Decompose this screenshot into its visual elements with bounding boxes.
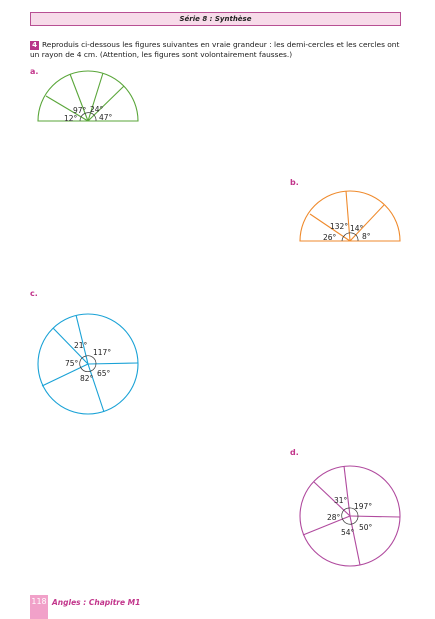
figure-b-angle-label: 132° <box>330 222 348 231</box>
figure-c-angle-label: 117° <box>93 348 111 357</box>
figure-a-arc <box>37 70 139 122</box>
figure-a-angle-label: 12° <box>64 114 78 123</box>
series-title: Série 8 : Synthèse <box>179 15 252 23</box>
figure-d-label: d. <box>290 448 299 457</box>
figure-c-angle-label: 82° <box>80 374 94 383</box>
exercise-text: Reproduis ci-dessous les figures suivant… <box>30 40 400 59</box>
figure-c-angle-label: 65° <box>97 369 111 378</box>
figure-a-label: a. <box>30 67 39 76</box>
figure-a-angle-label: 24° <box>90 105 104 114</box>
figure-b-label: b. <box>290 178 299 187</box>
series-header: Série 8 : Synthèse <box>30 12 401 26</box>
figure-c-circle-outline <box>37 313 139 415</box>
figure-c-ray <box>87 363 105 413</box>
figure-a-angle-label: 47° <box>99 113 113 122</box>
figure-d-angle-label: 28° <box>327 513 341 522</box>
figure-d-angle-label: 197° <box>354 502 372 511</box>
figure-a-angle-label: 97° <box>73 106 87 115</box>
page-number: 118 <box>30 595 48 619</box>
figure-b-angle-label: 26° <box>323 233 337 242</box>
exercise-instructions: 4 Reproduis ci-dessous les figures suivan… <box>30 40 402 60</box>
figure-d-angle-label: 50° <box>359 523 373 532</box>
figure-b-arc <box>299 190 401 242</box>
figure-c-label: c. <box>30 289 38 298</box>
figure-b-angle-label: 8° <box>362 232 371 241</box>
figure-c-angle-label: 75° <box>65 359 79 368</box>
chapter-title: Angles : Chapitre M1 <box>52 598 141 607</box>
figure-c-ray <box>41 363 89 387</box>
figure-b-angle-label: 14° <box>350 224 364 233</box>
figure-c-angle-label: 21° <box>74 341 88 350</box>
figure-d-circle-outline <box>299 465 401 567</box>
figure-d-angle-label: 54° <box>341 528 355 537</box>
figure-d-angle-label: 31° <box>334 496 348 505</box>
figure-d-ray <box>349 515 401 518</box>
exercise-number-badge: 4 <box>30 41 39 50</box>
